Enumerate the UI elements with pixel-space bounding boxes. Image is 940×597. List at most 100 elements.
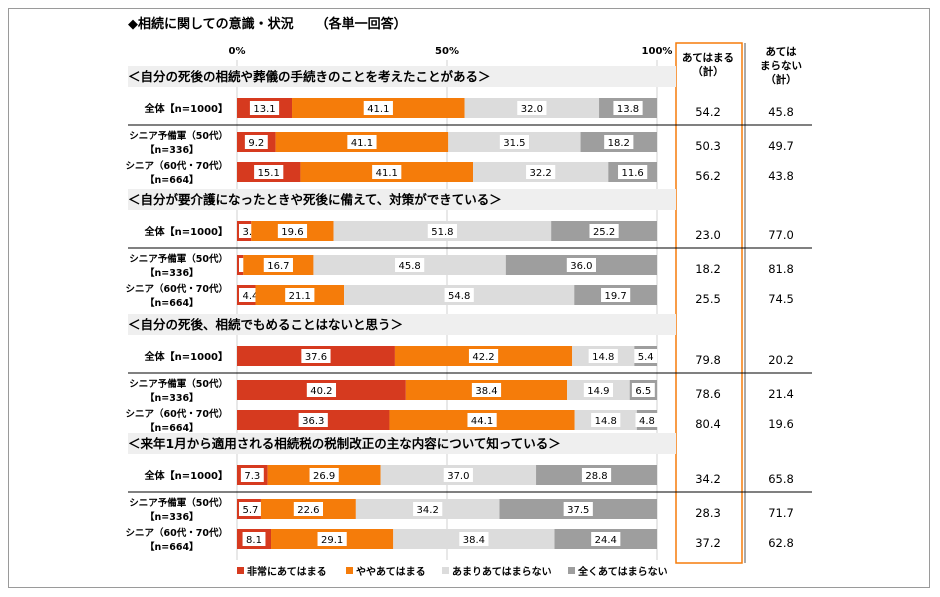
- data-label-box: [581, 468, 612, 482]
- data-label: 11.6: [622, 168, 644, 179]
- data-label-box: [634, 349, 658, 363]
- data-label-box: [254, 165, 284, 179]
- legend-label: あまりあてはまらない: [452, 565, 552, 578]
- data-label: 6.5: [635, 386, 651, 397]
- data-label: 37.5: [567, 505, 589, 516]
- apply-column-highlight: [675, 42, 743, 564]
- not-apply-col-header: あては: [765, 45, 797, 58]
- row-label-n: 【n=336】: [145, 144, 199, 156]
- data-label-box: [591, 413, 621, 427]
- data-label-box: [604, 135, 634, 149]
- data-label-box: [517, 101, 547, 115]
- data-label-box: [306, 383, 337, 397]
- not-apply-total: 74.5: [768, 292, 794, 306]
- data-label-box: [459, 532, 489, 546]
- data-label-box: [499, 135, 530, 149]
- data-label: 37.0: [447, 471, 469, 482]
- data-label-box: [443, 468, 473, 482]
- not-apply-total: 49.7: [768, 139, 794, 153]
- apply-total: 37.2: [695, 536, 721, 550]
- data-label: 51.8: [431, 227, 453, 238]
- data-label: 7.3: [244, 471, 260, 482]
- data-label: 4.4: [242, 291, 258, 302]
- data-label: 41.1: [351, 138, 373, 149]
- row-label: シニア（60代・70代）: [126, 160, 228, 172]
- data-label-box: [583, 383, 614, 397]
- legend-label: 非常にあてはまる: [247, 565, 327, 578]
- legend-swatch: [237, 567, 244, 574]
- subtitle-text: （各単一回答）: [315, 17, 407, 32]
- data-label: 32.0: [521, 104, 543, 115]
- row-label: 全体【n=1000】: [144, 102, 228, 115]
- not-apply-total: 45.8: [768, 105, 794, 119]
- apply-total: 54.2: [695, 105, 721, 119]
- data-label-box: [293, 502, 323, 516]
- data-label: 42.2: [472, 352, 494, 363]
- apply-total: 18.2: [695, 262, 721, 276]
- not-apply-total: 65.8: [768, 472, 794, 486]
- row-label-n: 【n=664】: [145, 422, 199, 434]
- apply-total: 25.5: [695, 292, 721, 306]
- row-label-n: 【n=664】: [145, 297, 199, 309]
- row-label: 全体【n=1000】: [144, 350, 228, 363]
- data-label-box: [242, 532, 266, 546]
- data-label: 31.5: [503, 138, 525, 149]
- data-label: 14.9: [587, 386, 609, 397]
- data-label-box: [244, 135, 268, 149]
- chart-frame: [8, 8, 930, 588]
- row-label: シニア予備軍（50代）: [129, 253, 228, 265]
- data-label: 36.3: [302, 416, 324, 427]
- x-tick-label: 100%: [642, 46, 673, 57]
- section-header: ＜自分が要介護になったときや死後に備えて、対策ができている＞: [128, 192, 502, 207]
- data-label-box: [526, 165, 556, 179]
- data-label-box: [618, 165, 648, 179]
- data-label-box: [395, 258, 425, 272]
- data-label-box: [589, 224, 619, 238]
- not-apply-total: 71.7: [768, 506, 794, 520]
- data-label-box: [298, 413, 328, 427]
- data-label: 37.6: [305, 352, 327, 363]
- not-apply-col-header: （計）: [765, 73, 797, 86]
- data-label: 34.2: [417, 505, 439, 516]
- apply-total: 34.2: [695, 472, 721, 486]
- data-label: 26.9: [313, 471, 335, 482]
- data-label-box: [591, 532, 621, 546]
- data-label-box: [563, 502, 593, 516]
- row-label: 全体【n=1000】: [144, 225, 228, 238]
- section-header-band: [128, 314, 676, 335]
- data-label: 5.7: [242, 505, 258, 516]
- not-apply-total: 77.0: [768, 228, 794, 242]
- data-label: 4.8: [639, 416, 655, 427]
- apply-total: 78.6: [695, 387, 721, 401]
- not-apply-total: 20.2: [768, 353, 794, 367]
- legend-label: 全くあてはまらない: [577, 565, 668, 578]
- data-label: 38.4: [475, 386, 497, 397]
- data-label-box: [566, 258, 596, 272]
- section-header-band: [128, 66, 676, 87]
- data-label: 13.8: [617, 104, 639, 115]
- data-label: 25.2: [593, 227, 615, 238]
- not-apply-total: 81.8: [768, 262, 794, 276]
- apply-total: 23.0: [695, 228, 721, 242]
- data-label: 24.4: [595, 535, 617, 546]
- data-label: 54.8: [448, 291, 470, 302]
- row-label: シニア（60代・70代）: [126, 408, 228, 420]
- data-label: 22.6: [297, 505, 319, 516]
- data-label-box: [249, 101, 280, 115]
- legend-swatch: [442, 567, 449, 574]
- not-apply-total: 19.6: [768, 417, 794, 431]
- chart-title: ◆相続に関しての意識・状況 （各単一回答）: [128, 13, 407, 32]
- row-label: シニア（60代・70代）: [126, 527, 228, 539]
- data-label: 5.4: [638, 352, 654, 363]
- data-label-box: [347, 135, 377, 149]
- not-apply-total: 21.4: [768, 387, 794, 401]
- x-tick-label: 0%: [229, 46, 246, 57]
- legend-swatch: [568, 567, 575, 574]
- row-label: 全体【n=1000】: [144, 469, 228, 482]
- section-header-band: [128, 189, 676, 210]
- data-label-box: [263, 258, 293, 272]
- data-label: 16.7: [267, 261, 289, 272]
- legend-label: ややあてはまる: [356, 565, 426, 578]
- section-header: ＜自分の死後、相続でもめることはないと思う＞: [128, 317, 403, 332]
- data-label: 13.1: [253, 104, 275, 115]
